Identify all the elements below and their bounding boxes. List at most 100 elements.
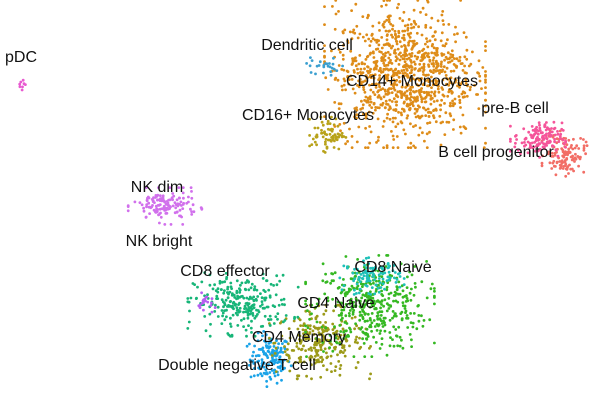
point	[419, 116, 422, 119]
point	[242, 297, 245, 300]
point	[388, 43, 391, 46]
point	[366, 56, 369, 59]
point	[363, 355, 366, 358]
point	[253, 306, 256, 309]
point	[331, 273, 334, 276]
point	[376, 318, 379, 321]
point	[372, 336, 375, 339]
point	[460, 62, 463, 65]
point	[368, 125, 371, 128]
point	[378, 44, 381, 47]
point	[151, 204, 154, 207]
point	[356, 283, 359, 286]
point	[333, 125, 336, 128]
point	[352, 29, 355, 32]
point	[336, 353, 339, 356]
point	[399, 40, 402, 43]
point	[371, 286, 374, 289]
point	[394, 117, 397, 120]
point	[424, 101, 427, 104]
point	[376, 48, 379, 51]
point	[329, 282, 332, 285]
point	[339, 367, 342, 370]
point	[374, 93, 377, 96]
point	[341, 136, 344, 139]
point	[402, 347, 405, 350]
point	[449, 114, 452, 117]
point	[360, 68, 363, 71]
point	[509, 125, 512, 128]
point	[409, 108, 412, 111]
point	[443, 65, 446, 68]
point	[334, 271, 337, 274]
point	[322, 262, 325, 265]
point	[378, 310, 381, 313]
point	[377, 118, 380, 121]
point	[454, 98, 457, 101]
point	[436, 99, 439, 102]
point	[380, 286, 383, 289]
point	[247, 304, 250, 307]
point	[272, 284, 275, 287]
point	[264, 315, 267, 318]
point	[148, 212, 151, 215]
point	[554, 127, 557, 130]
point	[364, 284, 367, 287]
point	[273, 322, 276, 325]
point	[253, 285, 256, 288]
point	[386, 302, 389, 305]
point	[448, 57, 451, 60]
point	[366, 328, 369, 331]
point	[395, 315, 398, 318]
point	[389, 336, 392, 339]
point	[381, 337, 384, 340]
point	[373, 319, 376, 322]
point	[369, 373, 372, 376]
point	[214, 304, 217, 307]
point	[419, 127, 422, 130]
point	[514, 135, 517, 138]
point	[342, 278, 345, 281]
point	[320, 129, 323, 132]
point	[396, 278, 399, 281]
point	[358, 292, 361, 295]
point	[160, 216, 163, 219]
point	[256, 313, 259, 316]
point	[370, 330, 373, 333]
point	[276, 382, 279, 385]
point	[317, 358, 320, 361]
point	[371, 25, 374, 28]
point	[484, 81, 487, 84]
point	[220, 322, 223, 325]
point	[225, 315, 228, 318]
point	[424, 114, 427, 117]
point	[385, 103, 388, 106]
point	[365, 96, 368, 99]
point	[435, 63, 438, 66]
point	[397, 123, 400, 126]
point	[339, 129, 342, 132]
point	[417, 51, 420, 54]
point	[459, 101, 462, 104]
point	[319, 60, 322, 63]
point	[333, 346, 336, 349]
point	[321, 326, 324, 329]
point	[412, 104, 415, 107]
point	[353, 327, 356, 330]
point	[415, 327, 418, 330]
point	[350, 277, 353, 280]
point	[253, 317, 256, 320]
point	[319, 321, 322, 324]
point	[313, 325, 316, 328]
point	[255, 299, 258, 302]
point	[413, 68, 416, 71]
point	[434, 38, 437, 41]
point	[343, 349, 346, 352]
point	[213, 283, 216, 286]
point	[327, 65, 330, 68]
point	[378, 29, 381, 32]
point	[264, 290, 267, 293]
point	[556, 161, 559, 164]
point	[172, 205, 175, 208]
point	[329, 139, 332, 142]
